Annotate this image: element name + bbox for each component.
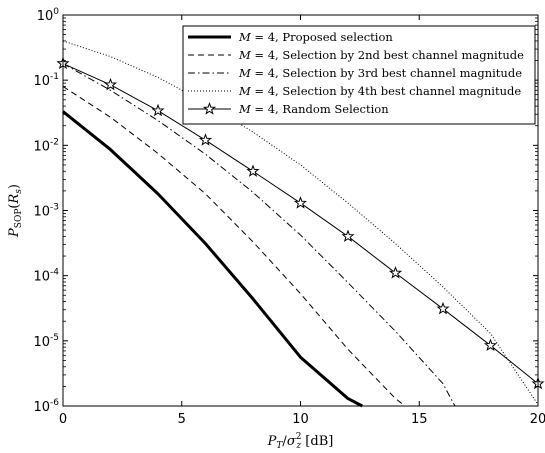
y-tick-label: 10-5 <box>33 333 59 350</box>
series-line <box>62 40 539 405</box>
legend-label: M = 4, Selection by 2nd best channel mag… <box>238 48 524 62</box>
data-point <box>483 338 498 352</box>
legend-marker <box>202 102 217 115</box>
series-1 <box>62 110 363 408</box>
legend-label: M = 4, Random Selection <box>238 102 389 116</box>
series-2 <box>62 86 406 407</box>
series-layer <box>56 40 545 408</box>
data-point <box>293 196 308 209</box>
data-point <box>436 301 450 315</box>
y-tick-label: 10-4 <box>33 268 59 285</box>
ticks-layer: 0 5 10 15 20 10-6 10-5 10-4 10-3 10-2 10-1 100 <box>33 7 545 427</box>
x-tick-label: 15 <box>411 412 428 427</box>
series-line <box>62 63 456 407</box>
legend-label: M = 4, Proposed selection <box>238 30 393 44</box>
series-line <box>62 86 406 407</box>
series-line <box>62 110 363 408</box>
x-tick-label: 20 <box>530 412 545 427</box>
x-tick-label: 0 <box>59 412 67 427</box>
legend: M = 4, Proposed selection M = 4, Selectio… <box>182 25 536 125</box>
y-tick-label: 10-6 <box>33 398 59 415</box>
series-4 <box>62 40 539 405</box>
x-tick-label: 5 <box>178 412 186 427</box>
x-axis-label: PT/σ2 z [dB] <box>267 432 334 451</box>
data-point <box>388 266 403 279</box>
legend-box <box>182 25 536 125</box>
data-point <box>103 77 118 91</box>
y-tick-label: 10-2 <box>33 137 59 154</box>
y-tick-label: 10-3 <box>33 203 59 220</box>
y-axis-label: PSOP(Rs) <box>7 184 24 238</box>
series-3 <box>62 63 456 407</box>
legend-label: M = 4, Selection by 4th best channel mag… <box>238 84 521 98</box>
y-tick-label: 10-1 <box>33 72 59 89</box>
data-point <box>151 103 165 117</box>
legend-label: M = 4, Selection by 3rd best channel mag… <box>238 66 522 80</box>
x-tick-label: 10 <box>292 412 309 427</box>
data-point <box>246 164 260 177</box>
series-5 <box>56 56 545 390</box>
y-tick-label: 100 <box>37 7 60 24</box>
data-point <box>341 229 355 243</box>
data-point <box>198 133 213 146</box>
